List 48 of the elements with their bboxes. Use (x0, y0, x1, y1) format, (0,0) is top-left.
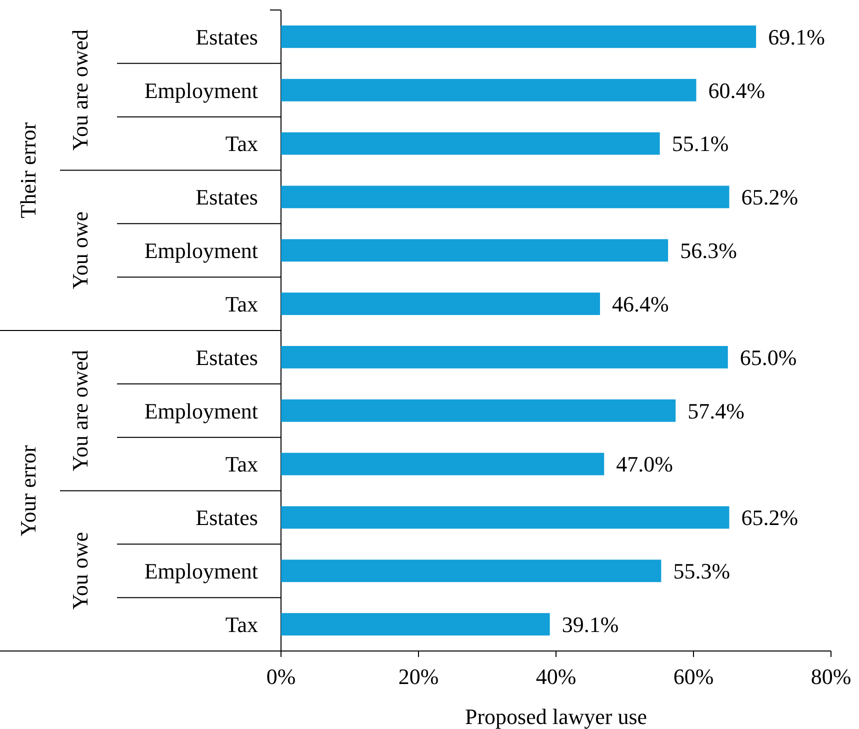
data-label: 69.1% (768, 24, 825, 50)
bar (281, 186, 730, 208)
bar (281, 506, 730, 529)
y-tick-label: Tax (225, 612, 258, 637)
y-tick-label: Tax (225, 131, 258, 156)
y-tick-label: Employment (144, 558, 258, 584)
bar (281, 613, 550, 636)
bar (281, 560, 662, 582)
x-tick-label: 0% (266, 664, 296, 690)
bar (281, 132, 660, 155)
y-tick-label: Estates (196, 184, 258, 210)
x-axis-title: Proposed lawyer use (464, 704, 648, 729)
data-label: 55.1% (672, 131, 729, 156)
data-label: 47.0% (616, 452, 673, 477)
y-tick-label: Employment (144, 398, 258, 424)
x-tick-label: 80% (810, 664, 852, 690)
data-label: 60.4% (708, 78, 766, 103)
y-tick-label: Employment (144, 238, 258, 264)
text: Your error (16, 444, 41, 536)
x-tick-label: 20% (398, 664, 439, 690)
y-tick-label: Tax (225, 452, 258, 477)
y-tick-label: Estates (196, 24, 258, 50)
data-label: 65.2% (741, 505, 798, 530)
bar (281, 452, 604, 476)
text: You owe (68, 211, 93, 290)
bar (281, 25, 756, 48)
x-tick-label: 40% (536, 664, 576, 690)
bar (281, 239, 668, 262)
y-tick-label: Estates (196, 344, 258, 370)
text: Their error (16, 122, 41, 218)
text: You are owed (68, 30, 93, 151)
text: You owe (68, 532, 93, 610)
y-tick-label: Tax (225, 291, 258, 316)
data-label: 55.3% (673, 558, 730, 584)
data-label: 57.4% (688, 398, 744, 424)
x-tick-label: 60% (673, 664, 714, 690)
y-tick-label: Employment (144, 78, 258, 103)
data-label: 65.2% (741, 184, 798, 210)
data-label: 56.3% (680, 238, 737, 264)
y-tick-label: Estates (196, 505, 258, 530)
bar (281, 399, 676, 422)
bar (281, 78, 696, 102)
data-label: 46.4% (612, 291, 669, 316)
bar (281, 346, 728, 368)
text: You are owed (68, 350, 93, 472)
data-label: 39.1% (562, 612, 619, 637)
data-label: 65.0% (740, 344, 797, 370)
bar (281, 292, 600, 316)
